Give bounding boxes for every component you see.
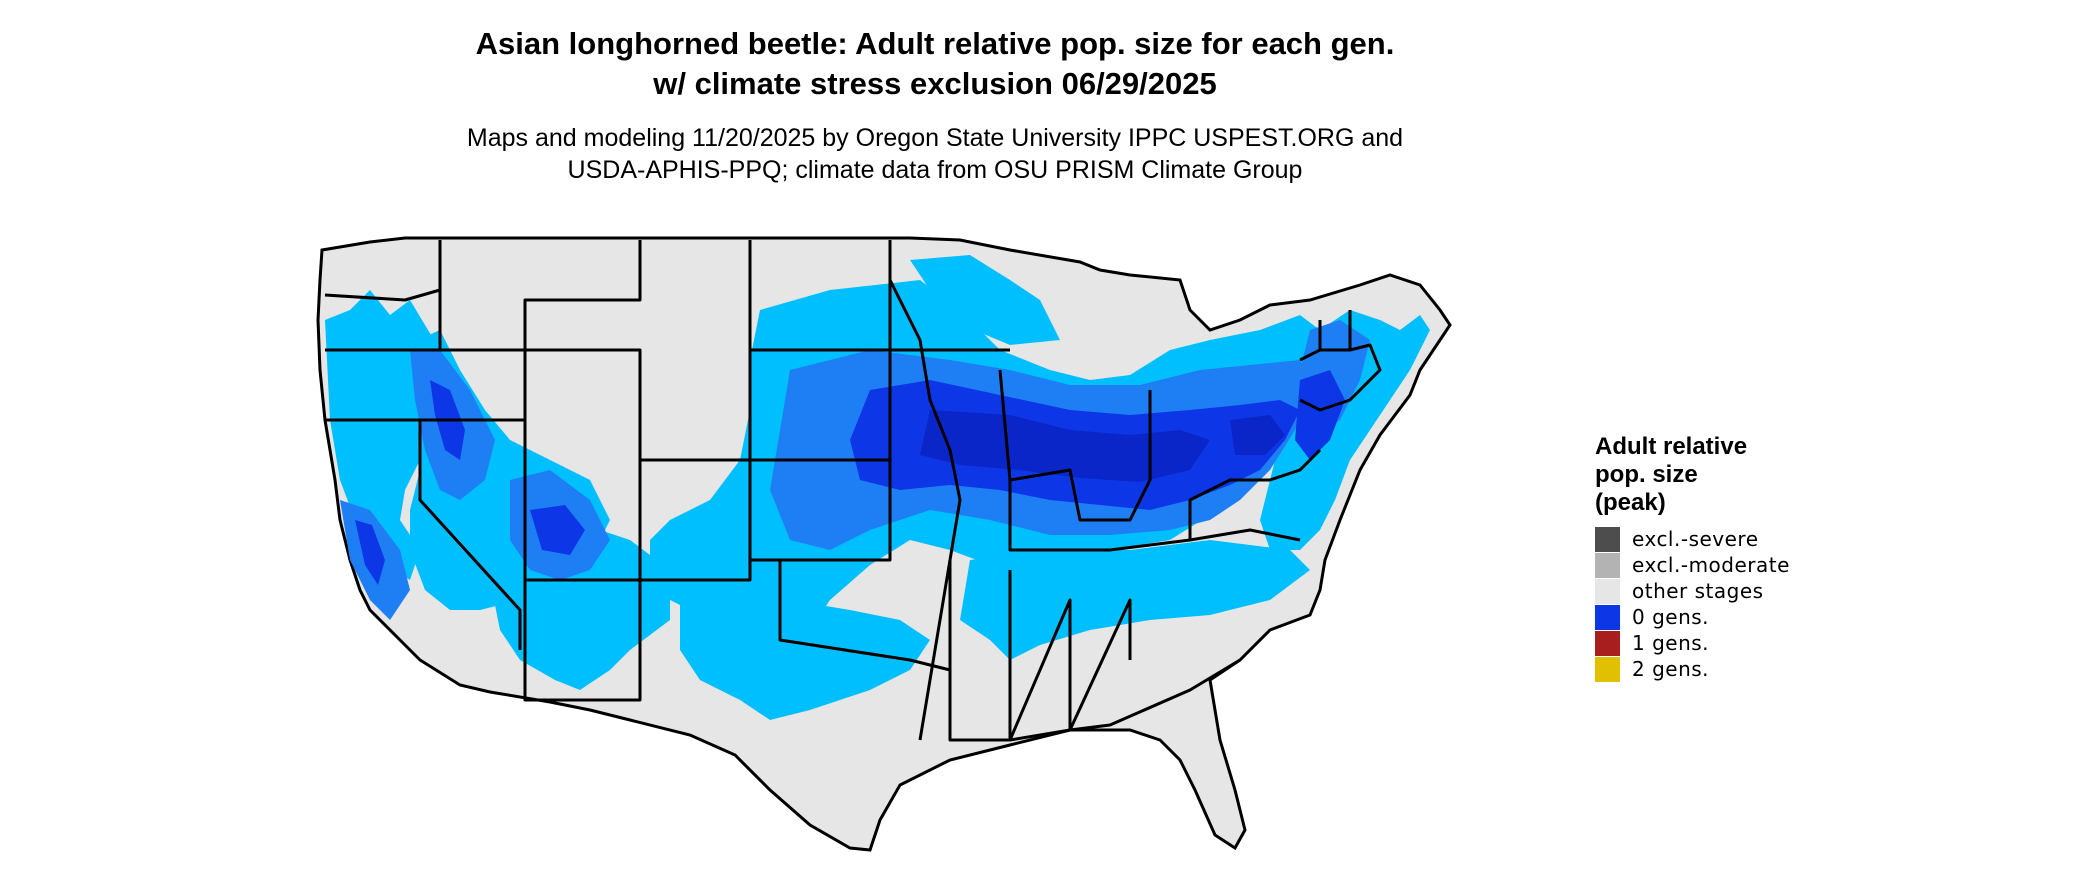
legend-swatch — [1595, 552, 1620, 578]
border-texas — [750, 558, 951, 672]
us-map — [316, 236, 1452, 852]
legend: Adult relative pop. size (peak) excl.-se… — [1595, 433, 1790, 682]
zone-iowa-illinois — [920, 410, 1210, 482]
map-subtitle: Maps and modeling 11/20/2025 by Oregon S… — [0, 122, 1870, 186]
map-title: Asian longhorned beetle: Adult relative … — [0, 24, 1870, 104]
legend-items: excl.-severe excl.-moderate other stages… — [1595, 526, 1790, 682]
zone-mid-atlantic — [1295, 370, 1345, 460]
legend-title: Adult relative pop. size (peak) — [1595, 433, 1790, 517]
legend-item-other-stages: other stages — [1595, 578, 1790, 604]
map-title-line1: Asian longhorned beetle: Adult relative … — [475, 26, 1395, 61]
legend-label: 1 gens. — [1632, 631, 1710, 655]
legend-label: other stages — [1632, 579, 1764, 603]
legend-label: excl.-severe — [1632, 527, 1759, 551]
legend-label: excl.-moderate — [1632, 553, 1790, 577]
border-mississippi-river — [888, 279, 962, 741]
legend-swatch — [1595, 656, 1620, 682]
border-ohio-valley — [1008, 480, 1301, 552]
legend-item-2-gens: 2 gens. — [1595, 656, 1790, 682]
zone-upper-midwest — [910, 255, 1060, 345]
zone-mogollon-rim — [530, 505, 585, 555]
legend-item-excl-moderate: excl.-moderate — [1595, 552, 1790, 578]
legend-label: 0 gens. — [1632, 605, 1710, 629]
border-kansas-oklahoma — [748, 458, 892, 580]
legend-swatch — [1595, 526, 1620, 552]
zone-pennsylvania — [1230, 415, 1285, 455]
map-title-line2: w/ climate stress exclusion 06/29/2025 — [653, 66, 1217, 101]
legend-swatch — [1595, 630, 1620, 656]
zone-southeast-strip — [960, 540, 1310, 660]
border-four-corners — [523, 420, 642, 582]
border-northeast-inner — [1318, 310, 1352, 352]
legend-item-0-gens: 0 gens. — [1595, 604, 1790, 630]
border-gulf-states — [1008, 570, 1132, 742]
zone-sierra — [355, 520, 385, 585]
legend-swatch — [1595, 578, 1620, 604]
legend-title-line3: (peak) — [1595, 489, 1666, 516]
legend-item-1-gens: 1 gens. — [1595, 630, 1790, 656]
border-appalachia — [1188, 448, 1322, 540]
legend-item-excl-severe: excl.-severe — [1595, 526, 1790, 552]
border-dakotas — [748, 240, 892, 352]
zone-texas-plains — [680, 590, 930, 720]
map-subtitle-line1: Maps and modeling 11/20/2025 by Oregon S… — [466, 124, 1404, 152]
map-subtitle-line2: USDA-APHIS-PPQ; climate data from OSU PR… — [567, 156, 1303, 184]
border-nevada-california — [325, 418, 522, 650]
legend-swatch — [1595, 604, 1620, 630]
border-idaho-montana — [438, 240, 642, 352]
legend-label: 2 gens. — [1632, 657, 1710, 681]
state-borders — [324, 240, 1382, 742]
deep-blue-zones — [920, 410, 1285, 482]
legend-title-line1: Adult relative — [1595, 433, 1748, 460]
legend-title-line2: pop. size — [1595, 461, 1698, 488]
